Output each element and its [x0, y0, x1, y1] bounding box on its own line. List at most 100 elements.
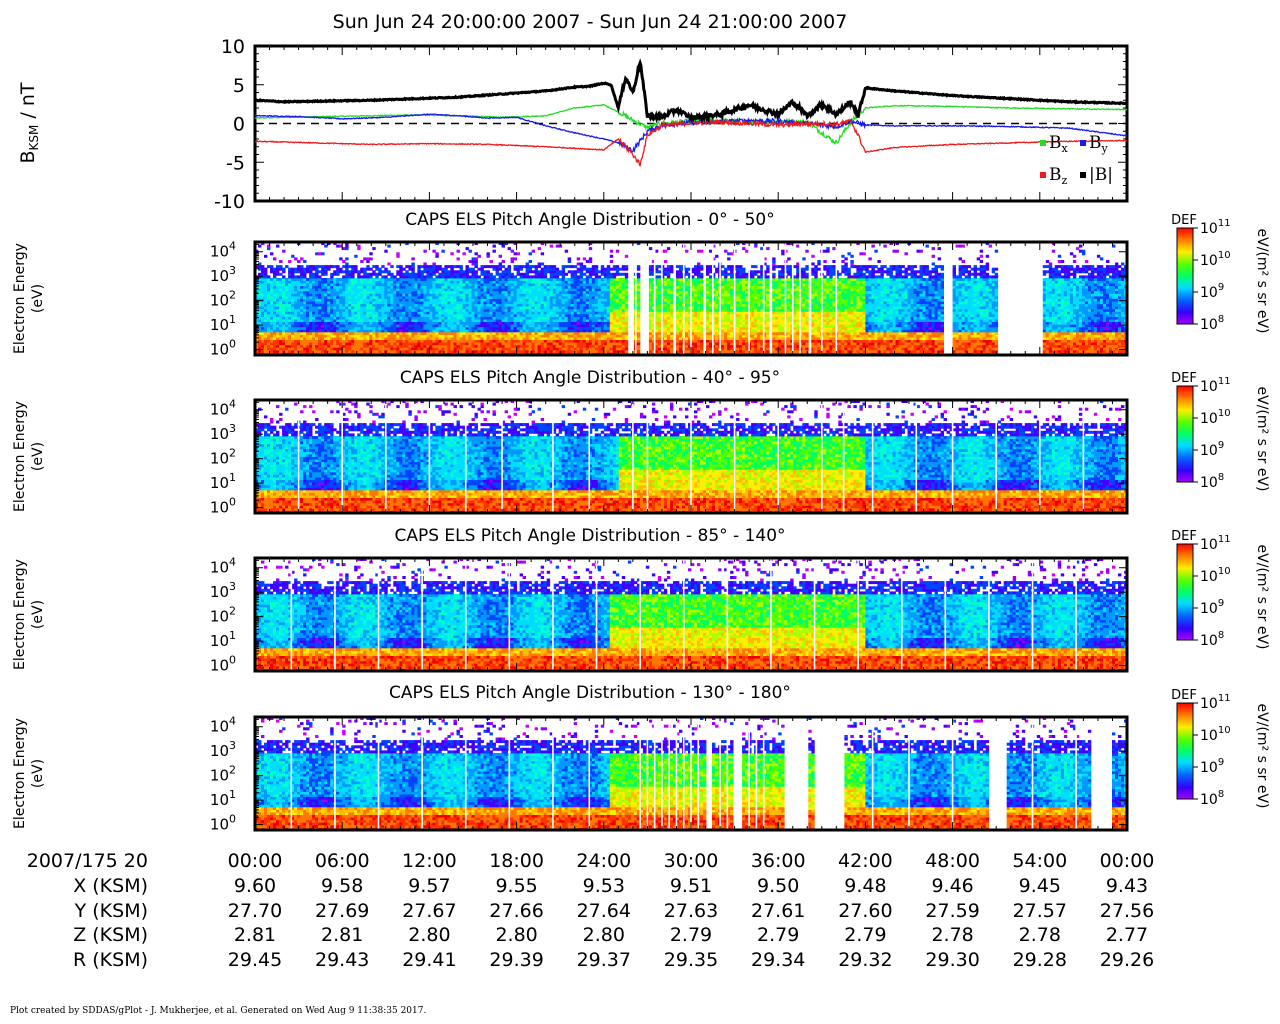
spectrogram-cell — [363, 350, 366, 353]
legend-label-by: By — [1089, 133, 1109, 155]
spectrogram-cell — [276, 347, 279, 350]
spectrogram-cell — [321, 324, 324, 327]
spectrogram-cell — [324, 322, 327, 325]
spectrogram-cell — [348, 278, 351, 281]
spectrogram-cell — [294, 301, 297, 304]
spectrogram-cell — [312, 327, 315, 330]
spectrogram-cell — [270, 322, 273, 325]
spectrogram-cell — [342, 293, 345, 296]
spectrogram-cell — [282, 275, 285, 278]
spectrogram-cell — [267, 340, 270, 343]
spectrogram-cell — [327, 322, 330, 325]
spectrogram-cell — [324, 327, 327, 330]
spectrogram-cell — [273, 314, 276, 317]
spectrogram-cell — [330, 301, 333, 304]
spectrogram-cell — [297, 268, 300, 271]
spectrogram-cell — [321, 299, 324, 302]
spectrogram-cell — [297, 324, 300, 327]
spectrogram-cell — [315, 275, 318, 278]
spectrogram-cell — [297, 314, 300, 317]
spectrogram-cell — [360, 283, 363, 286]
spectrogram-cell — [291, 335, 294, 338]
spectrogram-cell — [354, 342, 357, 345]
spectrogram-cell — [333, 291, 336, 294]
spectrogram-cell — [294, 278, 297, 281]
spectrogram-cell — [342, 265, 345, 268]
spectrogram-cell — [324, 265, 327, 268]
spectrogram-cell — [285, 332, 288, 335]
spectrogram-cell — [345, 257, 348, 260]
legend-label-base: B — [1049, 165, 1062, 185]
spectrogram-cell — [300, 322, 303, 325]
spectrogram-cell — [348, 283, 351, 286]
spectrogram-cell — [330, 322, 333, 325]
spectrogram-cell — [306, 283, 309, 286]
spectrogram-cell — [303, 306, 306, 309]
spectrogram-cell — [309, 278, 312, 281]
spectrogram-cell — [324, 332, 327, 335]
spectrogram-cell — [270, 265, 273, 268]
spectrogram-cell — [273, 286, 276, 289]
spectrogram-cell — [315, 324, 318, 327]
spectrogram-cell — [336, 291, 339, 294]
spectrogram-cell — [294, 299, 297, 302]
spectrogram-cell — [327, 309, 330, 312]
spectrogram-cell — [345, 350, 348, 353]
spectrogram-cell — [261, 286, 264, 289]
spectrogram-cell — [357, 317, 360, 320]
spectrogram-cell — [336, 347, 339, 350]
spectrogram-cell — [309, 340, 312, 343]
spectrogram-cell — [333, 299, 336, 302]
spectrogram-cell — [306, 301, 309, 304]
spectrogram-cell — [321, 283, 324, 286]
spectrogram-cell — [360, 278, 363, 281]
spectrogram-cell — [315, 306, 318, 309]
spectrogram-cell — [360, 347, 363, 350]
spectrogram-cell — [363, 347, 366, 350]
spectrogram-cell — [279, 291, 282, 294]
spectrogram-cell — [270, 291, 273, 294]
spectrogram-cell — [324, 342, 327, 345]
spectrogram-cell — [303, 332, 306, 335]
spectrogram-cell — [357, 293, 360, 296]
spectrogram-cell — [363, 270, 366, 273]
spectrogram-cell — [357, 335, 360, 338]
spectrogram-cell — [309, 327, 312, 330]
spectrogram-cell — [285, 306, 288, 309]
spectrogram-cell — [303, 309, 306, 312]
spectrogram-cell — [294, 257, 297, 260]
spectrogram-cell — [360, 293, 363, 296]
legend-label-base: B — [1089, 133, 1102, 153]
legend-label-bx: Bx — [1049, 133, 1069, 155]
spectrogram-cell — [333, 317, 336, 320]
spectrogram-cell — [279, 322, 282, 325]
spectrogram-cell — [324, 278, 327, 281]
spectrogram-cell — [348, 301, 351, 304]
spectrogram-cell — [342, 340, 345, 343]
spectrogram-cell — [294, 286, 297, 289]
spectrogram-cell — [306, 332, 309, 335]
spectrogram-cell — [351, 299, 354, 302]
spectrogram-cell — [330, 265, 333, 268]
spectrogram-cell — [294, 340, 297, 343]
spectrogram-cell — [360, 332, 363, 335]
spectrogram-cell — [294, 327, 297, 330]
spectrogram-cell — [309, 268, 312, 271]
spectrogram-cell — [354, 265, 357, 268]
spectrogram-cell — [330, 299, 333, 302]
spectrogram-cell — [306, 342, 309, 345]
spectrogram-cell — [336, 342, 339, 345]
spectrogram-cell — [354, 293, 357, 296]
spectrogram-cell — [303, 301, 306, 304]
spectrogram-cell — [327, 306, 330, 309]
spectrogram-cell — [270, 278, 273, 281]
spectrogram-cell — [351, 309, 354, 312]
spectrogram-cell — [321, 322, 324, 325]
spectrogram-cell — [342, 299, 345, 302]
spectrogram-cell — [279, 306, 282, 309]
spectrogram-cell — [330, 340, 333, 343]
spectrogram-cell — [285, 286, 288, 289]
spectrogram-cell — [342, 317, 345, 320]
spectrogram-cell — [282, 309, 285, 312]
spectrogram-cell — [324, 306, 327, 309]
